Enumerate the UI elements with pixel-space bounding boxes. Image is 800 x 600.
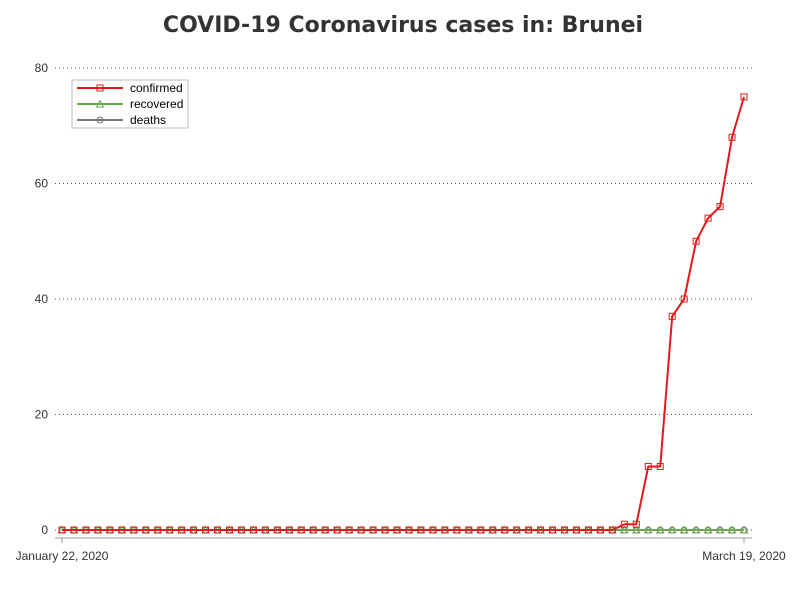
y-tick-label-40: 40 (35, 292, 49, 306)
data-point-confirmed (237, 526, 245, 534)
data-point-confirmed (345, 526, 353, 534)
data-point-confirmed (572, 526, 580, 534)
data-point-confirmed (226, 526, 234, 534)
y-tick-label-20: 20 (35, 408, 49, 422)
data-point-confirmed (190, 526, 198, 534)
data-point-confirmed (656, 462, 664, 470)
data-point-confirmed (537, 526, 545, 534)
data-point-confirmed (154, 526, 162, 534)
chart-title: COVID-19 Coronavirus cases in: Brunei (163, 13, 643, 38)
data-point-recovered (667, 525, 677, 534)
legend-item-deaths: deaths (77, 113, 166, 127)
data-point-recovered (727, 525, 737, 534)
x-tick-label-end: March 19, 2020 (702, 549, 786, 563)
legend-item-confirmed: confirmed (77, 81, 183, 95)
data-point-recovered (691, 525, 701, 534)
data-point-recovered (715, 525, 725, 534)
data-point-confirmed (704, 214, 712, 222)
data-point-confirmed (166, 526, 174, 534)
legend-marker-deaths (96, 116, 104, 124)
data-point-confirmed (297, 526, 305, 534)
data-point-confirmed (214, 526, 222, 534)
data-point-confirmed (692, 237, 700, 245)
data-point-confirmed (549, 526, 557, 534)
data-point-confirmed (489, 526, 497, 534)
data-point-confirmed (142, 526, 150, 534)
y-tick-label-80: 80 (35, 61, 49, 75)
series-confirmed (58, 93, 748, 534)
data-point-confirmed (668, 312, 676, 320)
data-point-confirmed (285, 526, 293, 534)
data-point-recovered (679, 525, 689, 534)
data-point-confirmed (525, 526, 533, 534)
data-point-recovered (620, 525, 629, 534)
data-point-confirmed (632, 520, 640, 528)
data-point-confirmed (82, 526, 90, 534)
data-point-confirmed (94, 526, 102, 534)
data-point-confirmed (249, 526, 257, 534)
series-layer (57, 93, 749, 534)
data-point-confirmed (477, 526, 485, 534)
legend-label-deaths: deaths (130, 113, 166, 127)
legend: confirmed recovered deaths (71, 79, 189, 129)
data-point-confirmed (393, 526, 401, 534)
data-point-confirmed (465, 526, 473, 534)
y-axis-ticks: 0 20 40 60 80 (35, 61, 49, 537)
data-point-confirmed (261, 526, 269, 534)
data-point-confirmed (178, 526, 186, 534)
data-point-confirmed (596, 526, 604, 534)
data-point-confirmed (429, 526, 437, 534)
data-point-confirmed (441, 526, 449, 534)
data-point-confirmed (58, 526, 66, 534)
legend-item-recovered: recovered (77, 97, 183, 111)
data-point-recovered (631, 525, 641, 534)
legend-marker-recovered (95, 99, 105, 108)
x-tick-label-start: January 22, 2020 (16, 549, 109, 563)
data-point-confirmed (202, 526, 210, 534)
data-point-confirmed (584, 526, 592, 534)
data-point-confirmed (70, 526, 78, 534)
data-point-confirmed (680, 295, 688, 303)
data-point-confirmed (417, 526, 425, 534)
data-point-confirmed (273, 526, 281, 534)
legend-label-recovered: recovered (130, 97, 183, 111)
data-point-confirmed (501, 526, 509, 534)
data-point-confirmed (740, 93, 748, 101)
data-point-recovered (739, 525, 749, 534)
data-point-confirmed (357, 526, 365, 534)
y-tick-label-60: 60 (35, 177, 49, 191)
data-point-confirmed (728, 133, 736, 141)
legend-label-confirmed: confirmed (130, 81, 183, 95)
data-point-confirmed (513, 526, 521, 534)
data-point-recovered (655, 525, 665, 534)
y-tick-label-0: 0 (41, 523, 48, 537)
series-line-confirmed (62, 96, 745, 531)
data-point-confirmed (644, 462, 652, 470)
data-point-confirmed (309, 526, 317, 534)
data-point-confirmed (561, 526, 569, 534)
gridlines (55, 67, 752, 531)
data-point-confirmed (106, 526, 114, 534)
data-point-confirmed (369, 526, 377, 534)
data-point-confirmed (130, 526, 138, 534)
data-point-confirmed (716, 203, 724, 211)
data-point-confirmed (620, 520, 628, 528)
legend-marker-confirmed (96, 84, 104, 92)
data-point-confirmed (118, 526, 126, 534)
data-point-recovered (703, 525, 713, 534)
data-point-confirmed (608, 526, 616, 534)
data-point-confirmed (405, 526, 413, 534)
data-point-confirmed (321, 526, 329, 534)
data-point-confirmed (453, 526, 461, 534)
data-point-confirmed (333, 526, 341, 534)
data-point-recovered (643, 525, 653, 534)
data-point-confirmed (381, 526, 389, 534)
